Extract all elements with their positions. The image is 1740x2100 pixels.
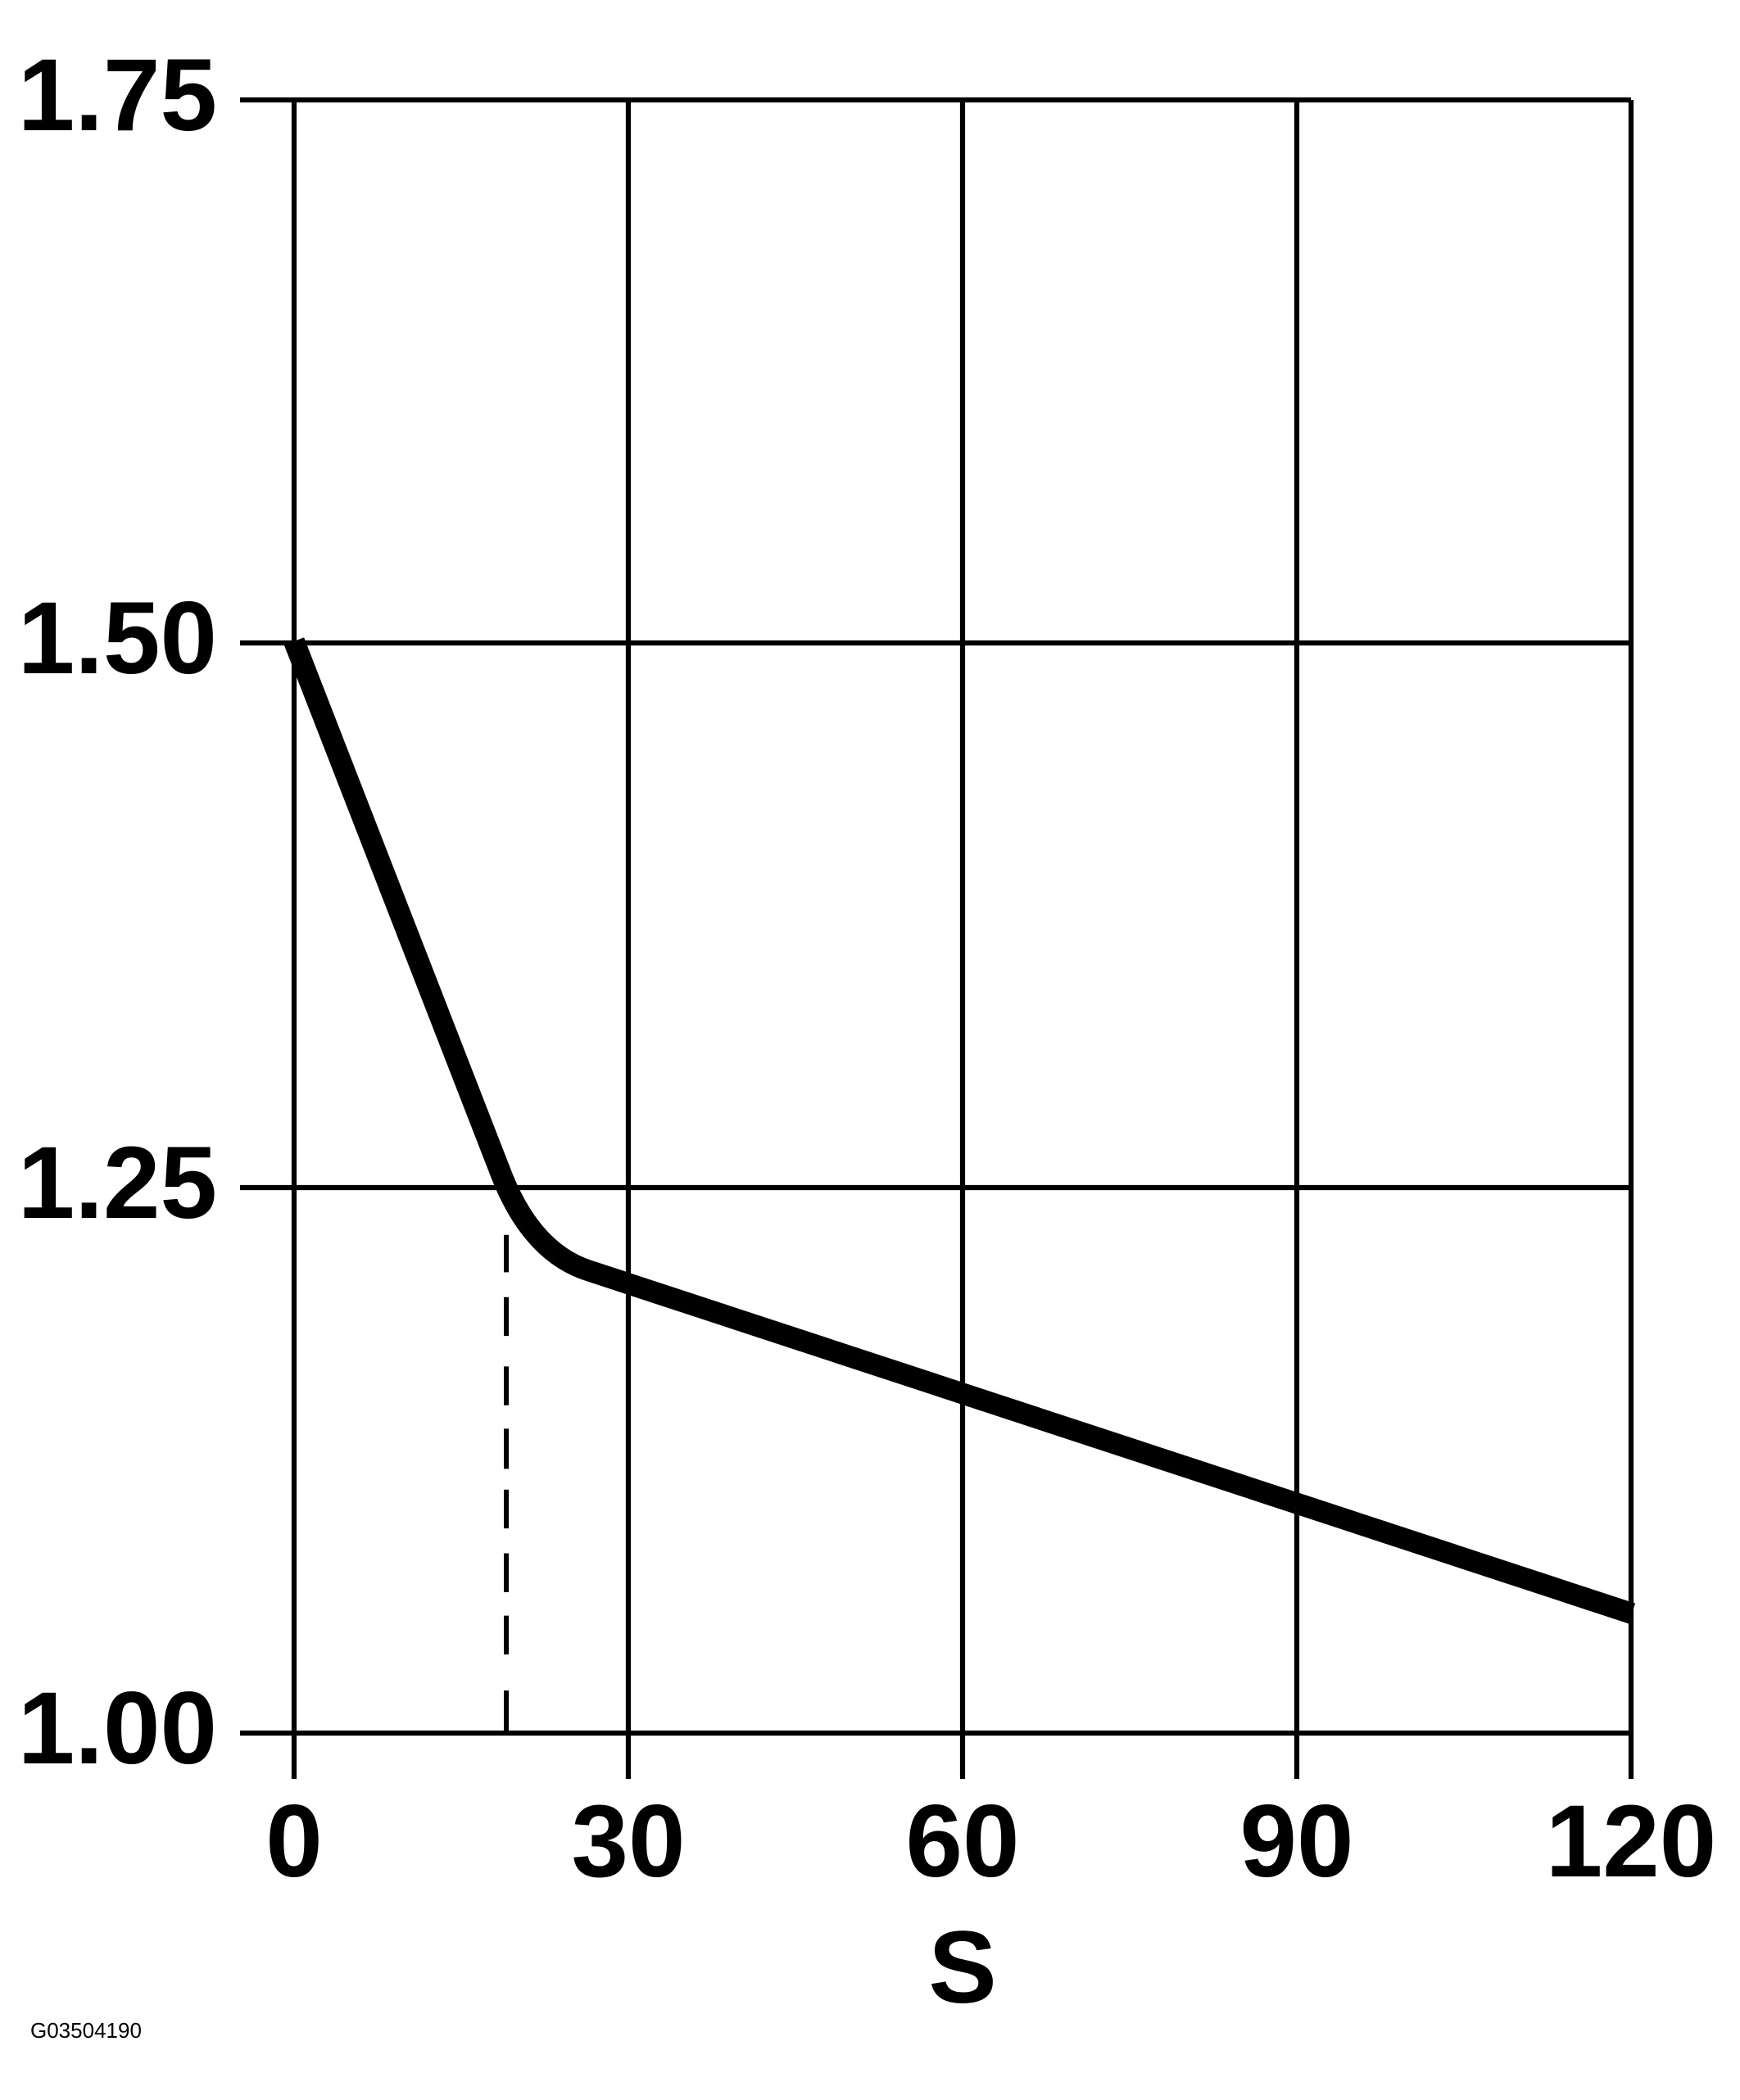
svg-text:30: 30: [571, 1785, 685, 1899]
svg-text:0: 0: [265, 1785, 323, 1899]
svg-text:1.00: 1.00: [18, 1672, 217, 1785]
svg-text:1.50: 1.50: [18, 582, 217, 695]
svg-text:1.75: 1.75: [18, 38, 217, 152]
svg-text:60: 60: [905, 1785, 1019, 1899]
svg-text:1.25: 1.25: [18, 1126, 217, 1240]
svg-text:90: 90: [1239, 1785, 1353, 1899]
svg-text:120: 120: [1546, 1785, 1717, 1899]
svg-text:G03504190: G03504190: [30, 2018, 142, 2043]
svg-text:S: S: [928, 1911, 996, 2025]
